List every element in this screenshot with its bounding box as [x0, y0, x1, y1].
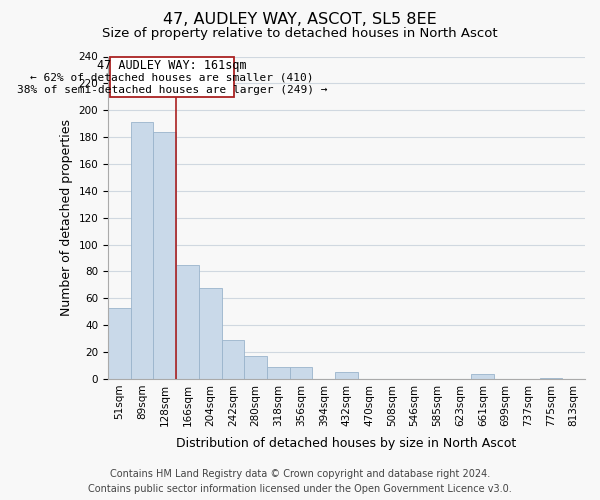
Bar	[108, 308, 131, 379]
Bar	[539, 378, 562, 379]
X-axis label: Distribution of detached houses by size in North Ascot: Distribution of detached houses by size …	[176, 437, 517, 450]
Bar	[290, 367, 313, 379]
Bar	[244, 356, 267, 379]
Bar	[176, 264, 199, 379]
Bar	[335, 372, 358, 379]
Bar	[221, 340, 244, 379]
Bar	[131, 122, 154, 379]
FancyBboxPatch shape	[110, 56, 234, 97]
Text: ← 62% of detached houses are smaller (410): ← 62% of detached houses are smaller (41…	[30, 73, 314, 83]
Text: Size of property relative to detached houses in North Ascot: Size of property relative to detached ho…	[102, 28, 498, 40]
Bar	[199, 288, 221, 379]
Text: 38% of semi-detached houses are larger (249) →: 38% of semi-detached houses are larger (…	[17, 85, 327, 95]
Text: 47 AUDLEY WAY: 161sqm: 47 AUDLEY WAY: 161sqm	[97, 60, 247, 72]
Text: 47, AUDLEY WAY, ASCOT, SL5 8EE: 47, AUDLEY WAY, ASCOT, SL5 8EE	[163, 12, 437, 28]
Bar	[267, 367, 290, 379]
Y-axis label: Number of detached properties: Number of detached properties	[60, 119, 73, 316]
Text: Contains HM Land Registry data © Crown copyright and database right 2024.
Contai: Contains HM Land Registry data © Crown c…	[88, 469, 512, 494]
Bar	[154, 132, 176, 379]
Bar	[472, 374, 494, 379]
